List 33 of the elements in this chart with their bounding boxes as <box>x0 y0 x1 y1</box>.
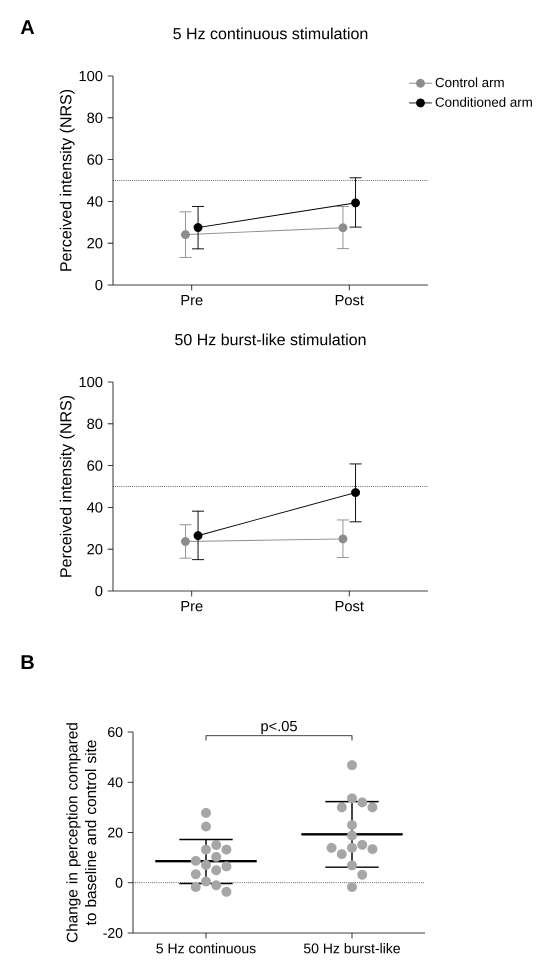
legend-label: Conditioned arm <box>436 97 532 107</box>
y-tick-label: 20 <box>87 238 102 248</box>
y-tick-label: 20 <box>108 828 122 838</box>
y-tick-label: 60 <box>87 460 102 471</box>
y-tick-label: 80 <box>87 418 102 429</box>
y-tick-label: 100 <box>80 376 102 388</box>
y-tick-label: 80 <box>87 112 102 123</box>
y-tick-label: 60 <box>108 727 122 737</box>
y-tick-label: 40 <box>86 502 102 513</box>
y-tick-label: 60 <box>87 154 102 165</box>
x-tick-label: 5 Hz continuous <box>156 943 256 954</box>
legend-label: Control arm <box>436 77 504 88</box>
y-tick-label: 40 <box>108 777 122 788</box>
text: B <box>22 655 34 670</box>
y-tick-label: 40 <box>86 196 102 207</box>
x-tick-label: Post <box>336 601 364 612</box>
x-tick-label: 50 Hz burst-like <box>304 943 400 954</box>
y-axis-title: Perceived intensity (NRS) <box>60 396 75 577</box>
text: A <box>20 20 34 34</box>
y-tick-label: -20 <box>103 928 122 938</box>
y-tick-label: 0 <box>95 586 102 596</box>
x-tick-label: Pre <box>182 601 203 612</box>
annotation: p<.05 <box>261 720 297 734</box>
y-tick-label: 0 <box>116 878 122 888</box>
x-tick-label: Pre <box>182 295 203 306</box>
chart-title: 5 Hz continuous stimulation <box>173 28 368 40</box>
y-tick-label: 20 <box>87 544 102 554</box>
y-axis-title: Perceived intensity (NRS) <box>60 90 75 271</box>
chart-title: 50 Hz burst-like stimulation <box>175 334 366 346</box>
y-tick-label: 0 <box>95 280 102 290</box>
y-tick-label: 100 <box>80 70 102 82</box>
x-tick-label: Post <box>336 295 364 306</box>
y-axis-title: Change in perception compared to baseline and control site <box>66 723 96 942</box>
